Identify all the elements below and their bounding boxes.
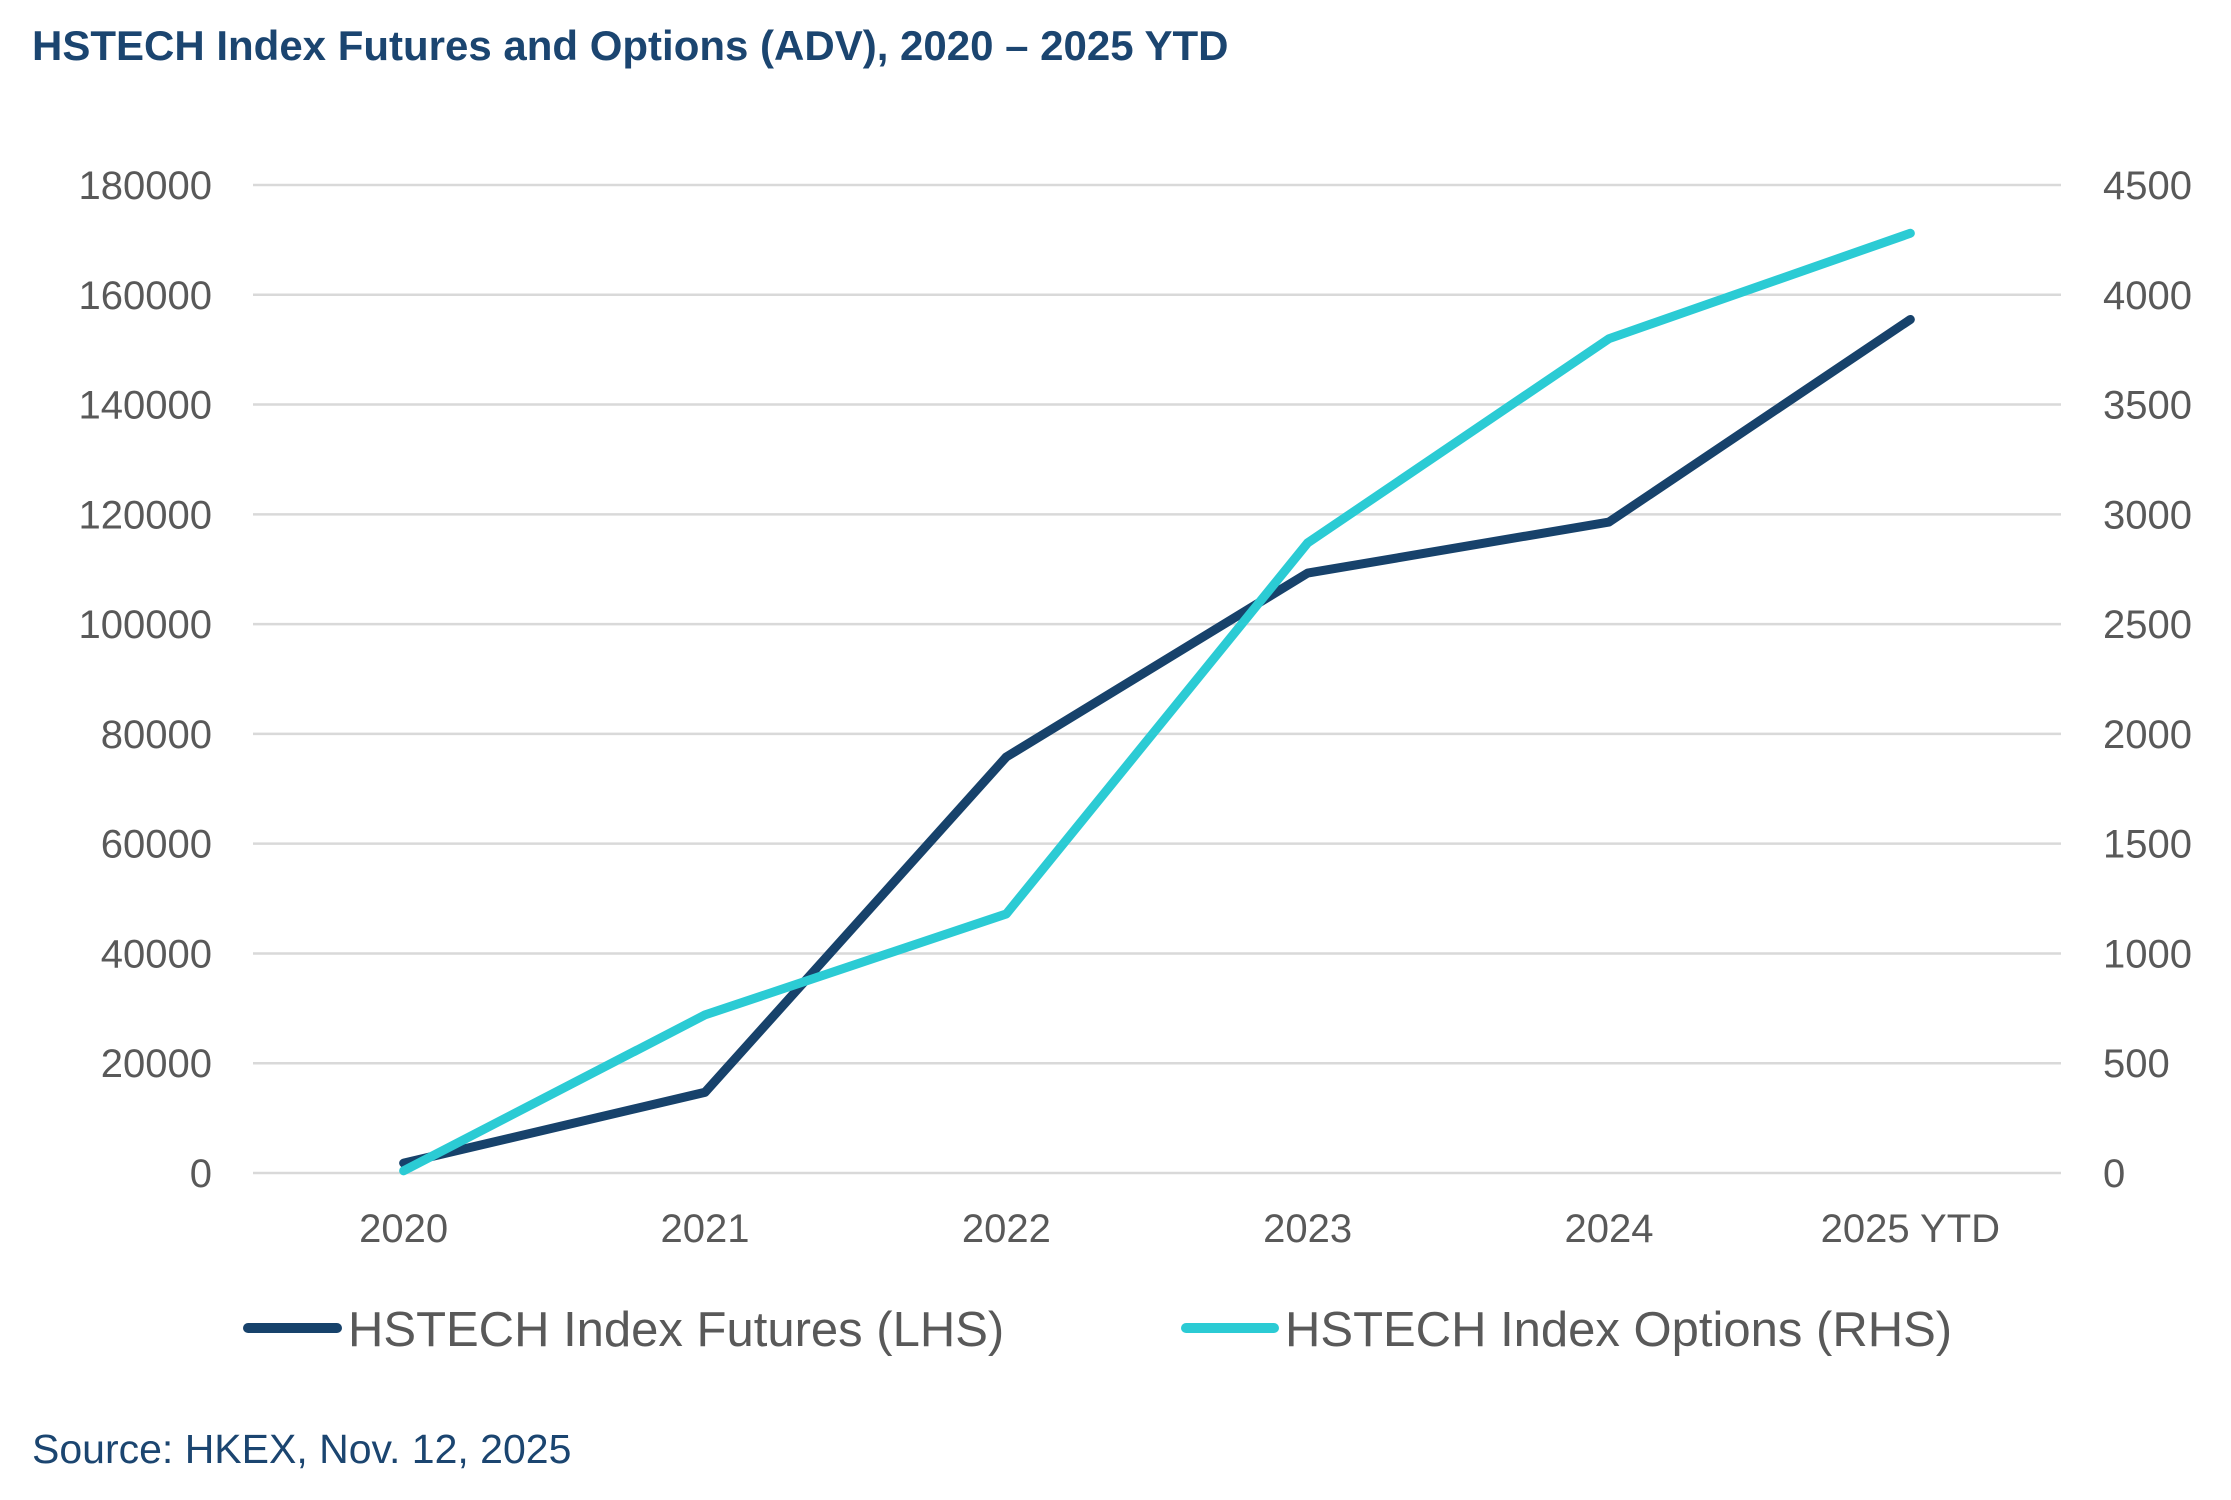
x-tick-label: 2025 YTD <box>1821 1207 2000 1251</box>
right-tick-label: 4500 <box>2103 164 2192 208</box>
options-series-line <box>399 228 1915 1176</box>
left-tick-label: 160000 <box>79 274 212 318</box>
left-tick-label: 80000 <box>101 713 212 757</box>
series-lines <box>399 228 1915 1176</box>
x-tick-label: 2024 <box>1565 1207 1654 1251</box>
right-y-axis: 0 500 1000 1500 2000 2500 3000 3500 4000 4500 <box>2103 164 2192 1196</box>
right-tick-label: 4000 <box>2103 274 2192 318</box>
right-tick-label: 500 <box>2103 1042 2170 1086</box>
left-tick-label: 100000 <box>79 603 212 647</box>
left-y-axis: 0 20000 40000 60000 80000 100000 120000 140000 1… <box>79 164 212 1196</box>
x-tick-label: 2021 <box>661 1207 750 1251</box>
futures-series-line <box>399 314 1915 1168</box>
legend-label-futures: HSTECH Index Futures (LHS) <box>348 1303 1004 1357</box>
x-tick-label: 2022 <box>962 1207 1051 1251</box>
right-tick-label: 1500 <box>2103 823 2192 867</box>
x-tick-label: 2020 <box>359 1207 448 1251</box>
x-tick-label: 2023 <box>1263 1207 1352 1251</box>
left-tick-label: 140000 <box>79 384 212 428</box>
legend: HSTECH Index Futures (LHS) HSTECH Index O… <box>243 1303 1952 1357</box>
right-tick-label: 2500 <box>2103 603 2192 647</box>
legend-label-options: HSTECH Index Options (RHS) <box>1285 1303 1952 1357</box>
chart-title: HSTECH Index Futures and Options (ADV), … <box>32 22 1229 69</box>
left-tick-label: 40000 <box>101 932 212 976</box>
legend-item-options: HSTECH Index Options (RHS) <box>1181 1303 1952 1357</box>
right-tick-label: 1000 <box>2103 932 2192 976</box>
right-tick-label: 3500 <box>2103 384 2192 428</box>
right-tick-label: 3000 <box>2103 493 2192 537</box>
left-tick-label: 120000 <box>79 493 212 537</box>
right-tick-label: 0 <box>2103 1152 2125 1196</box>
legend-item-futures: HSTECH Index Futures (LHS) <box>243 1303 1004 1357</box>
right-tick-label: 2000 <box>2103 713 2192 757</box>
left-tick-label: 60000 <box>101 823 212 867</box>
left-tick-label: 180000 <box>79 164 212 208</box>
left-tick-label: 20000 <box>101 1042 212 1086</box>
gridlines <box>253 183 2061 1175</box>
x-axis: 2020 2021 2022 2023 2024 2025 YTD <box>359 1207 2000 1251</box>
source-note: Source: HKEX, Nov. 12, 2025 <box>32 1426 572 1472</box>
left-tick-label: 0 <box>190 1152 212 1196</box>
